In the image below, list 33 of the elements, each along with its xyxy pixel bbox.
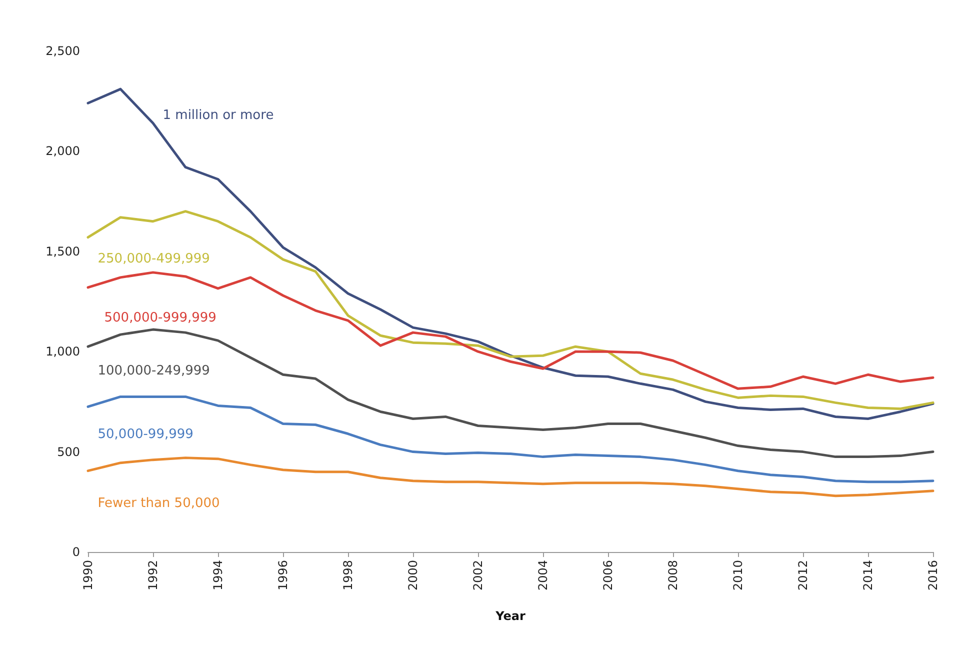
series-label: 100,000-249,999: [98, 364, 210, 379]
line-series: [86, 456, 934, 498]
x-tick-label: 1996: [276, 560, 290, 591]
x-tick-label: 1998: [341, 560, 355, 591]
line-series: [86, 210, 934, 410]
series-label: 1 million or more: [162, 108, 274, 124]
y-tick-label: 1,000: [46, 344, 80, 359]
x-tick-label: 2010: [731, 560, 745, 591]
x-tick-label: 1990: [81, 560, 95, 591]
y-tick-label: 2,000: [46, 144, 80, 158]
x-tick-label: 2012: [796, 560, 810, 591]
x-tick-label: 2006: [601, 560, 615, 591]
series-label: 500,000-999,999: [104, 310, 216, 326]
y-tick-label: 1,500: [46, 244, 80, 258]
y-tick-label: 2,500: [46, 44, 80, 58]
line-series: [86, 328, 934, 458]
x-tick-label: 2014: [861, 560, 875, 591]
line-series: [86, 395, 934, 484]
series-label: 250,000-499,999: [98, 251, 210, 266]
x-tick-label: 1994: [211, 560, 225, 591]
y-tick-label: 500: [57, 444, 80, 459]
x-tick-label: 2016: [926, 560, 940, 591]
series-label: 50,000-99,999: [98, 426, 194, 442]
x-tick-label: 2002: [471, 560, 485, 591]
text: Fewer than 50,000: [98, 496, 220, 511]
line-series: [86, 271, 934, 390]
line-series: [86, 88, 934, 420]
x-axis-title: Year: [494, 609, 526, 623]
x-tick-label: 2004: [536, 560, 550, 591]
x-tick-label: 1992: [146, 560, 160, 591]
x-tick-label: 2008: [666, 560, 680, 591]
x-tick-label: 2000: [406, 560, 420, 591]
y-tick-label: 0: [72, 545, 80, 559]
